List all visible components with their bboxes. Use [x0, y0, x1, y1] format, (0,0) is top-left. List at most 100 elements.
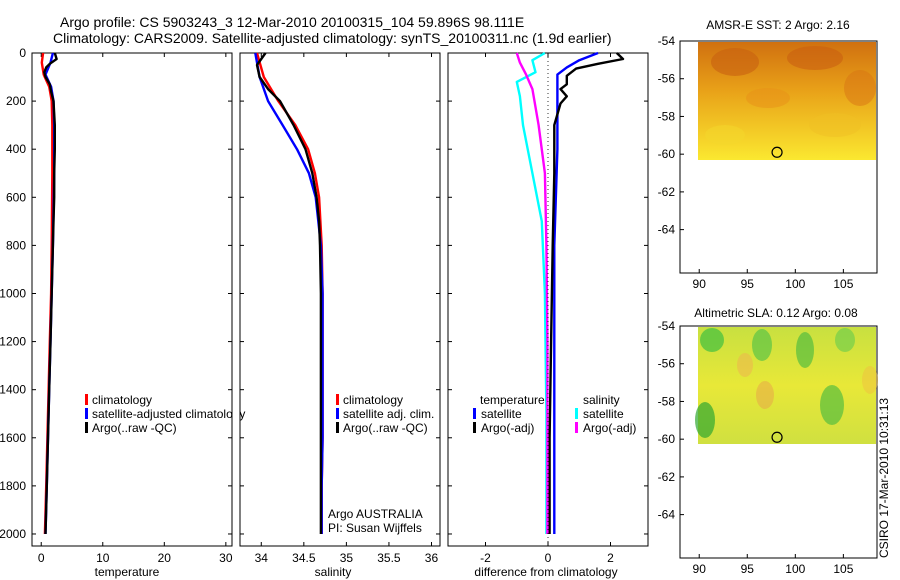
depth-tick-label: 0: [19, 46, 26, 60]
figure-title-line2: Climatology: CARS2009. Satellite-adjuste…: [53, 30, 611, 46]
sla-argo-position-marker: [771, 431, 783, 443]
temperature-xlabel: temperature: [95, 565, 160, 579]
map-x-tick-label: 105: [833, 562, 853, 576]
difference-profiles: [515, 51, 625, 534]
figure-title-line1: Argo profile: CS 5903243_3 12-Mar-2010 2…: [60, 14, 524, 30]
legend-swatch-temp-argo: [473, 422, 476, 433]
legend-swatch-sal-satellite: [575, 408, 578, 419]
legend-swatch-climatology: [336, 394, 339, 405]
depth-tick-label: 2000: [0, 527, 26, 541]
legend-label: Argo(..raw -QC): [92, 421, 177, 435]
map-x-tick-label: 95: [741, 562, 755, 576]
map-x-tick-label: 105: [833, 277, 853, 291]
legend-title-temperature: temperature: [480, 393, 545, 407]
sla-map-ticks: -54 -56 -58 -60 -62 -64 90 95 100 105: [658, 319, 854, 576]
depth-tick-label: 200: [6, 94, 26, 108]
legend-swatch-satellite: [336, 408, 339, 419]
legend-swatch-temp-satellite: [473, 408, 476, 419]
x-tick-label: 20: [158, 551, 172, 565]
difference-xlabel: difference from climatology: [474, 565, 617, 579]
temperature-axes: [31, 52, 233, 547]
map-y-tick-label: -54: [658, 319, 676, 333]
legend-label: satellite adj. clim.: [343, 407, 434, 421]
x-tick-label: 34.5: [292, 551, 316, 565]
depth-tick-label: 1800: [0, 479, 26, 493]
profile-line: [515, 52, 549, 534]
temperature-legend: climatology satellite-adjusted climatolo…: [85, 392, 245, 436]
map-y-tick-label: -58: [658, 394, 676, 408]
map-x-tick-label: 100: [785, 277, 805, 291]
x-tick-label: 0: [38, 551, 45, 565]
legend-clip-mask: [233, 392, 239, 436]
legend-label: satellite: [481, 407, 522, 421]
depth-tick-label: 800: [6, 238, 26, 252]
sst-map-ticks: -54 -56 -58 -60 -62 -64 90 95 100 105: [658, 34, 854, 291]
map-y-tick-label: -60: [658, 147, 676, 161]
map-x-tick-label: 100: [785, 562, 805, 576]
depth-tick-label: 1200: [0, 335, 26, 349]
legend-label: climatology: [92, 393, 152, 407]
salinity-xlabel: salinity: [315, 565, 352, 579]
profile-line: [255, 52, 323, 534]
x-tick-label: 2: [607, 551, 614, 565]
legend-swatch-argo: [336, 422, 339, 433]
map-y-tick-label: -64: [658, 508, 676, 522]
legend-label: climatology: [343, 393, 403, 407]
map-y-tick-label: -58: [658, 109, 676, 123]
sst-texture: [705, 46, 876, 145]
profile-line: [43, 52, 58, 535]
map-y-tick-label: -62: [658, 185, 676, 199]
legend-label: Argo(-adj): [481, 421, 534, 435]
x-tick-label: 35: [340, 551, 354, 565]
map-y-tick-label: -62: [658, 470, 676, 484]
map-x-tick-label: 90: [693, 562, 707, 576]
x-tick-label: 35.5: [377, 551, 401, 565]
depth-tick-label: 1000: [0, 286, 26, 300]
sst-argo-position-marker: [771, 146, 783, 158]
salinity-legend: climatology satellite adj. clim. Argo(..…: [336, 393, 434, 435]
legend-swatch-sal-argo: [575, 422, 578, 433]
legend-title-salinity: salinity: [583, 393, 620, 407]
sla-map-title: Altimetric SLA: 0.12 Argo: 0.08: [694, 306, 858, 320]
map-y-tick-label: -56: [658, 357, 676, 371]
profile-line: [548, 52, 625, 534]
profile-line: [255, 52, 324, 534]
salinity-axes: [239, 52, 441, 547]
map-y-tick-label: -60: [658, 432, 676, 446]
depth-tick-label: 400: [6, 142, 26, 156]
salinity-profiles: [254, 52, 324, 534]
depth-tick-label: 1400: [0, 383, 26, 397]
profile-line: [515, 51, 548, 534]
profile-x-axes: 0 10 20 30 34 34.5 35 35.5 36 -2 0 2: [38, 53, 614, 565]
x-tick-label: 30: [219, 551, 233, 565]
legend-swatch-climatology: [85, 394, 88, 405]
map-y-tick-label: -54: [658, 34, 676, 48]
legend-swatch-satellite: [85, 408, 88, 419]
x-tick-label: -2: [480, 551, 491, 565]
sst-map-title: AMSR-E SST: 2 Argo: 2.16: [706, 18, 850, 32]
depth-axis: 0 200 400 600 800 1000 1200 1400 1600 1800 2000: [0, 46, 648, 541]
legend-label: Argo(-adj): [583, 421, 636, 435]
x-tick-label: 10: [96, 551, 110, 565]
legend-label: satellite-adjusted climatology: [92, 407, 245, 421]
map-x-tick-label: 90: [693, 277, 707, 291]
x-tick-label: 0: [545, 551, 552, 565]
pi-attribution: PI: Susan Wijffels: [328, 521, 422, 535]
legend-label: satellite: [583, 407, 624, 421]
map-x-tick-label: 95: [741, 277, 755, 291]
map-y-tick-label: -64: [658, 223, 676, 237]
csiro-credit: CSIRO 17-Mar-2010 10:31:13: [877, 398, 891, 558]
temperature-profiles: [40, 52, 58, 535]
x-tick-label: 34: [255, 551, 269, 565]
profile-line: [254, 52, 324, 534]
profile-line: [553, 51, 599, 534]
depth-tick-label: 600: [6, 190, 26, 204]
depth-tick-label: 1600: [0, 431, 26, 445]
map-y-tick-label: -56: [658, 72, 676, 86]
argo-attribution: Argo AUSTRALIA: [328, 507, 423, 521]
legend-label: Argo(..raw -QC): [343, 421, 428, 435]
difference-legend: temperature satellite Argo(-adj) salinit…: [473, 393, 636, 435]
legend-swatch-argo: [85, 422, 88, 433]
sla-texture: [695, 328, 878, 438]
